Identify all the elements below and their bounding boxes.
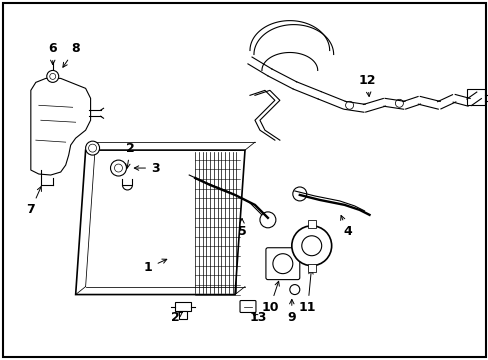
Text: 2: 2 xyxy=(125,141,135,168)
Circle shape xyxy=(85,141,100,155)
Bar xyxy=(466,89,484,105)
Text: 11: 11 xyxy=(298,270,316,314)
Text: 4: 4 xyxy=(340,216,351,238)
Text: 13: 13 xyxy=(249,311,266,324)
Circle shape xyxy=(291,226,331,266)
Text: 3: 3 xyxy=(134,162,159,175)
Circle shape xyxy=(272,254,292,274)
Circle shape xyxy=(395,99,403,107)
FancyBboxPatch shape xyxy=(265,248,299,280)
Polygon shape xyxy=(31,78,90,175)
Text: 10: 10 xyxy=(261,281,279,314)
Circle shape xyxy=(345,101,353,109)
Text: 9: 9 xyxy=(287,300,296,324)
Circle shape xyxy=(110,160,126,176)
Bar xyxy=(175,302,191,311)
Circle shape xyxy=(50,73,56,80)
Circle shape xyxy=(260,212,275,228)
Text: 2: 2 xyxy=(170,311,182,324)
Circle shape xyxy=(47,71,59,82)
Circle shape xyxy=(88,144,96,152)
Text: 7: 7 xyxy=(26,186,41,216)
Circle shape xyxy=(292,187,306,201)
Circle shape xyxy=(114,164,122,172)
Circle shape xyxy=(301,236,321,256)
Text: 12: 12 xyxy=(358,74,375,96)
Bar xyxy=(307,264,315,272)
Circle shape xyxy=(289,285,299,294)
Bar xyxy=(179,311,187,319)
Text: 5: 5 xyxy=(237,219,246,238)
FancyBboxPatch shape xyxy=(240,301,255,312)
Bar xyxy=(307,220,315,228)
Text: 1: 1 xyxy=(143,259,166,274)
Polygon shape xyxy=(76,150,244,294)
Text: 6: 6 xyxy=(48,42,57,64)
Text: 8: 8 xyxy=(63,42,80,67)
